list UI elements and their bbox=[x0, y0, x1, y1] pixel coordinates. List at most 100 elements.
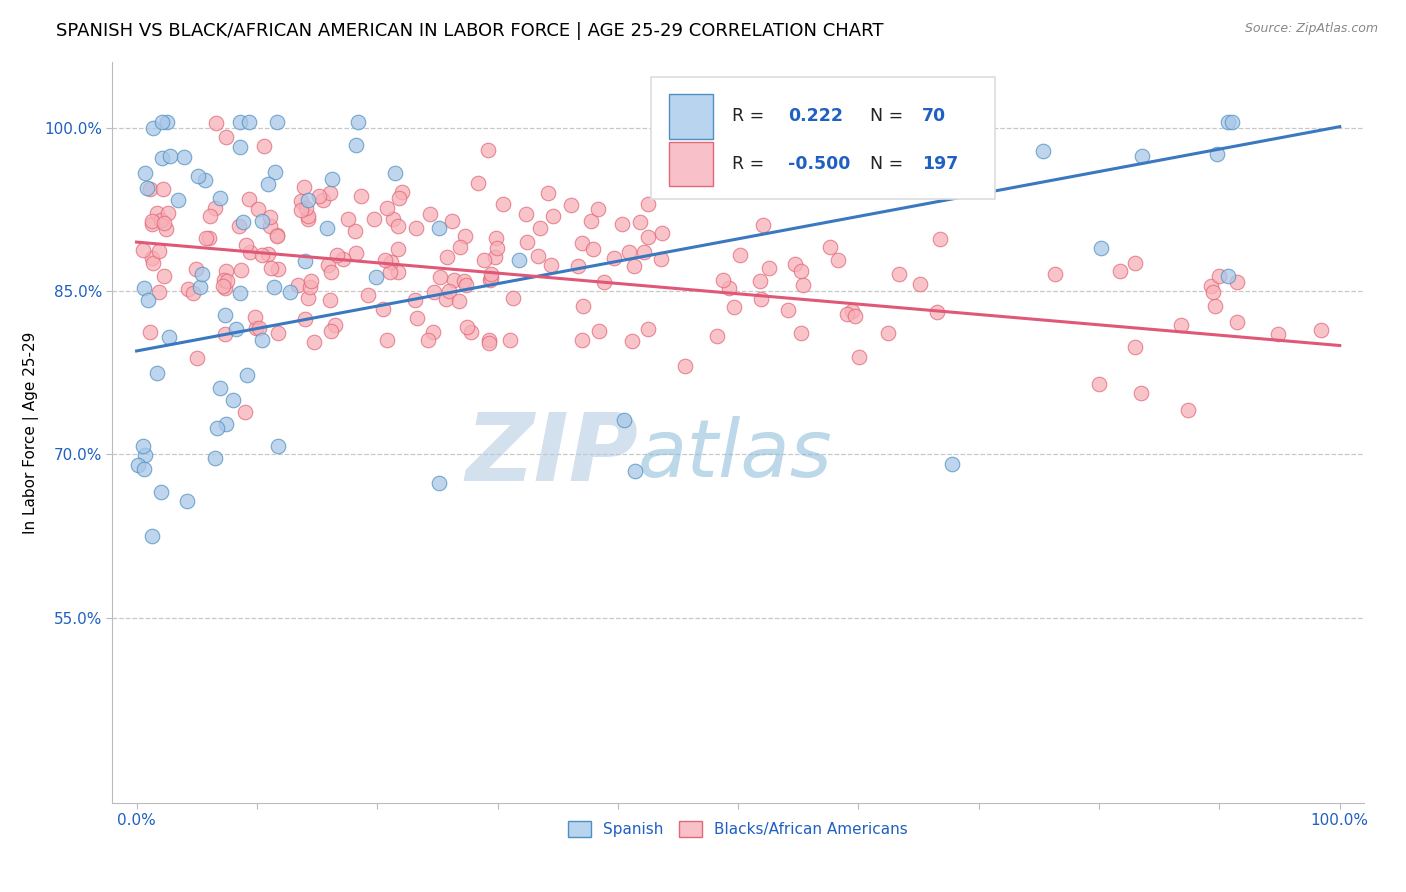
Point bbox=[228, 219, 250, 233]
Point bbox=[1202, 285, 1225, 299]
Point bbox=[139, 325, 162, 339]
Point bbox=[177, 282, 200, 296]
Point bbox=[1310, 323, 1333, 337]
Point bbox=[148, 244, 170, 258]
Point bbox=[229, 285, 252, 300]
Point bbox=[478, 333, 501, 347]
Point bbox=[844, 309, 866, 323]
Point bbox=[571, 236, 593, 251]
Point bbox=[749, 292, 772, 306]
Point bbox=[343, 224, 366, 238]
Point bbox=[198, 231, 221, 245]
Point bbox=[205, 116, 228, 130]
Point bbox=[406, 311, 429, 326]
Point bbox=[460, 325, 482, 339]
Point bbox=[299, 275, 322, 289]
Point bbox=[321, 172, 343, 186]
Point bbox=[159, 149, 181, 163]
Point bbox=[374, 253, 396, 268]
Point bbox=[198, 209, 221, 223]
Point bbox=[278, 285, 301, 300]
Point bbox=[440, 213, 463, 227]
Point bbox=[366, 269, 388, 284]
Point bbox=[623, 260, 645, 274]
Point bbox=[246, 202, 269, 216]
Point bbox=[416, 334, 439, 348]
Point bbox=[388, 191, 411, 205]
Point bbox=[191, 267, 214, 281]
Point bbox=[215, 264, 238, 278]
Point bbox=[150, 485, 173, 500]
Point bbox=[205, 421, 228, 435]
Point bbox=[728, 248, 751, 262]
Point bbox=[187, 169, 209, 183]
Point bbox=[267, 439, 290, 453]
Point bbox=[637, 322, 659, 336]
Point bbox=[138, 293, 160, 307]
Point bbox=[391, 185, 413, 199]
Point bbox=[478, 336, 501, 351]
Point bbox=[332, 252, 354, 266]
Point bbox=[176, 494, 198, 508]
Point bbox=[238, 192, 260, 206]
Point bbox=[247, 321, 270, 335]
Point bbox=[184, 261, 207, 276]
Point bbox=[215, 274, 238, 288]
Point bbox=[449, 240, 471, 254]
Point bbox=[264, 165, 287, 179]
Text: R =: R = bbox=[733, 108, 769, 126]
Point bbox=[357, 287, 380, 301]
Point bbox=[380, 265, 402, 279]
Point bbox=[582, 242, 605, 256]
Point bbox=[267, 326, 290, 340]
Point bbox=[212, 273, 235, 287]
Bar bbox=[669, 142, 713, 186]
Point bbox=[363, 211, 385, 226]
Point bbox=[142, 256, 165, 270]
Point bbox=[941, 457, 963, 471]
Point bbox=[132, 281, 155, 295]
Point bbox=[373, 301, 395, 316]
Point bbox=[323, 318, 346, 333]
Point bbox=[308, 188, 330, 202]
Point bbox=[297, 211, 319, 226]
Point bbox=[603, 251, 626, 265]
FancyBboxPatch shape bbox=[651, 78, 994, 200]
Point bbox=[541, 209, 564, 223]
Point bbox=[384, 166, 406, 180]
Point bbox=[423, 285, 446, 299]
Point bbox=[145, 366, 167, 380]
Point bbox=[252, 248, 274, 262]
Point bbox=[311, 193, 333, 207]
Point bbox=[238, 115, 260, 129]
Point bbox=[508, 253, 530, 268]
Point bbox=[297, 291, 319, 305]
Point bbox=[134, 166, 156, 180]
Point bbox=[150, 152, 173, 166]
Point bbox=[381, 212, 404, 227]
Point bbox=[350, 189, 373, 203]
Point bbox=[346, 137, 368, 152]
Point bbox=[1125, 255, 1147, 269]
Text: 70: 70 bbox=[922, 108, 946, 126]
Text: atlas: atlas bbox=[638, 416, 832, 494]
Point bbox=[526, 249, 548, 263]
Point bbox=[405, 220, 427, 235]
Point bbox=[159, 330, 181, 344]
Point bbox=[294, 312, 316, 326]
Point bbox=[502, 291, 524, 305]
Point bbox=[571, 334, 593, 348]
Point bbox=[302, 334, 325, 349]
Point bbox=[257, 247, 280, 261]
Point bbox=[387, 219, 409, 234]
Point bbox=[1199, 279, 1222, 293]
Point bbox=[260, 260, 283, 275]
Point bbox=[290, 194, 312, 208]
Point bbox=[325, 248, 347, 262]
Point bbox=[486, 242, 509, 256]
Point bbox=[263, 280, 285, 294]
Point bbox=[723, 301, 745, 315]
Point bbox=[472, 253, 495, 268]
Point bbox=[778, 302, 800, 317]
Point bbox=[436, 250, 458, 264]
